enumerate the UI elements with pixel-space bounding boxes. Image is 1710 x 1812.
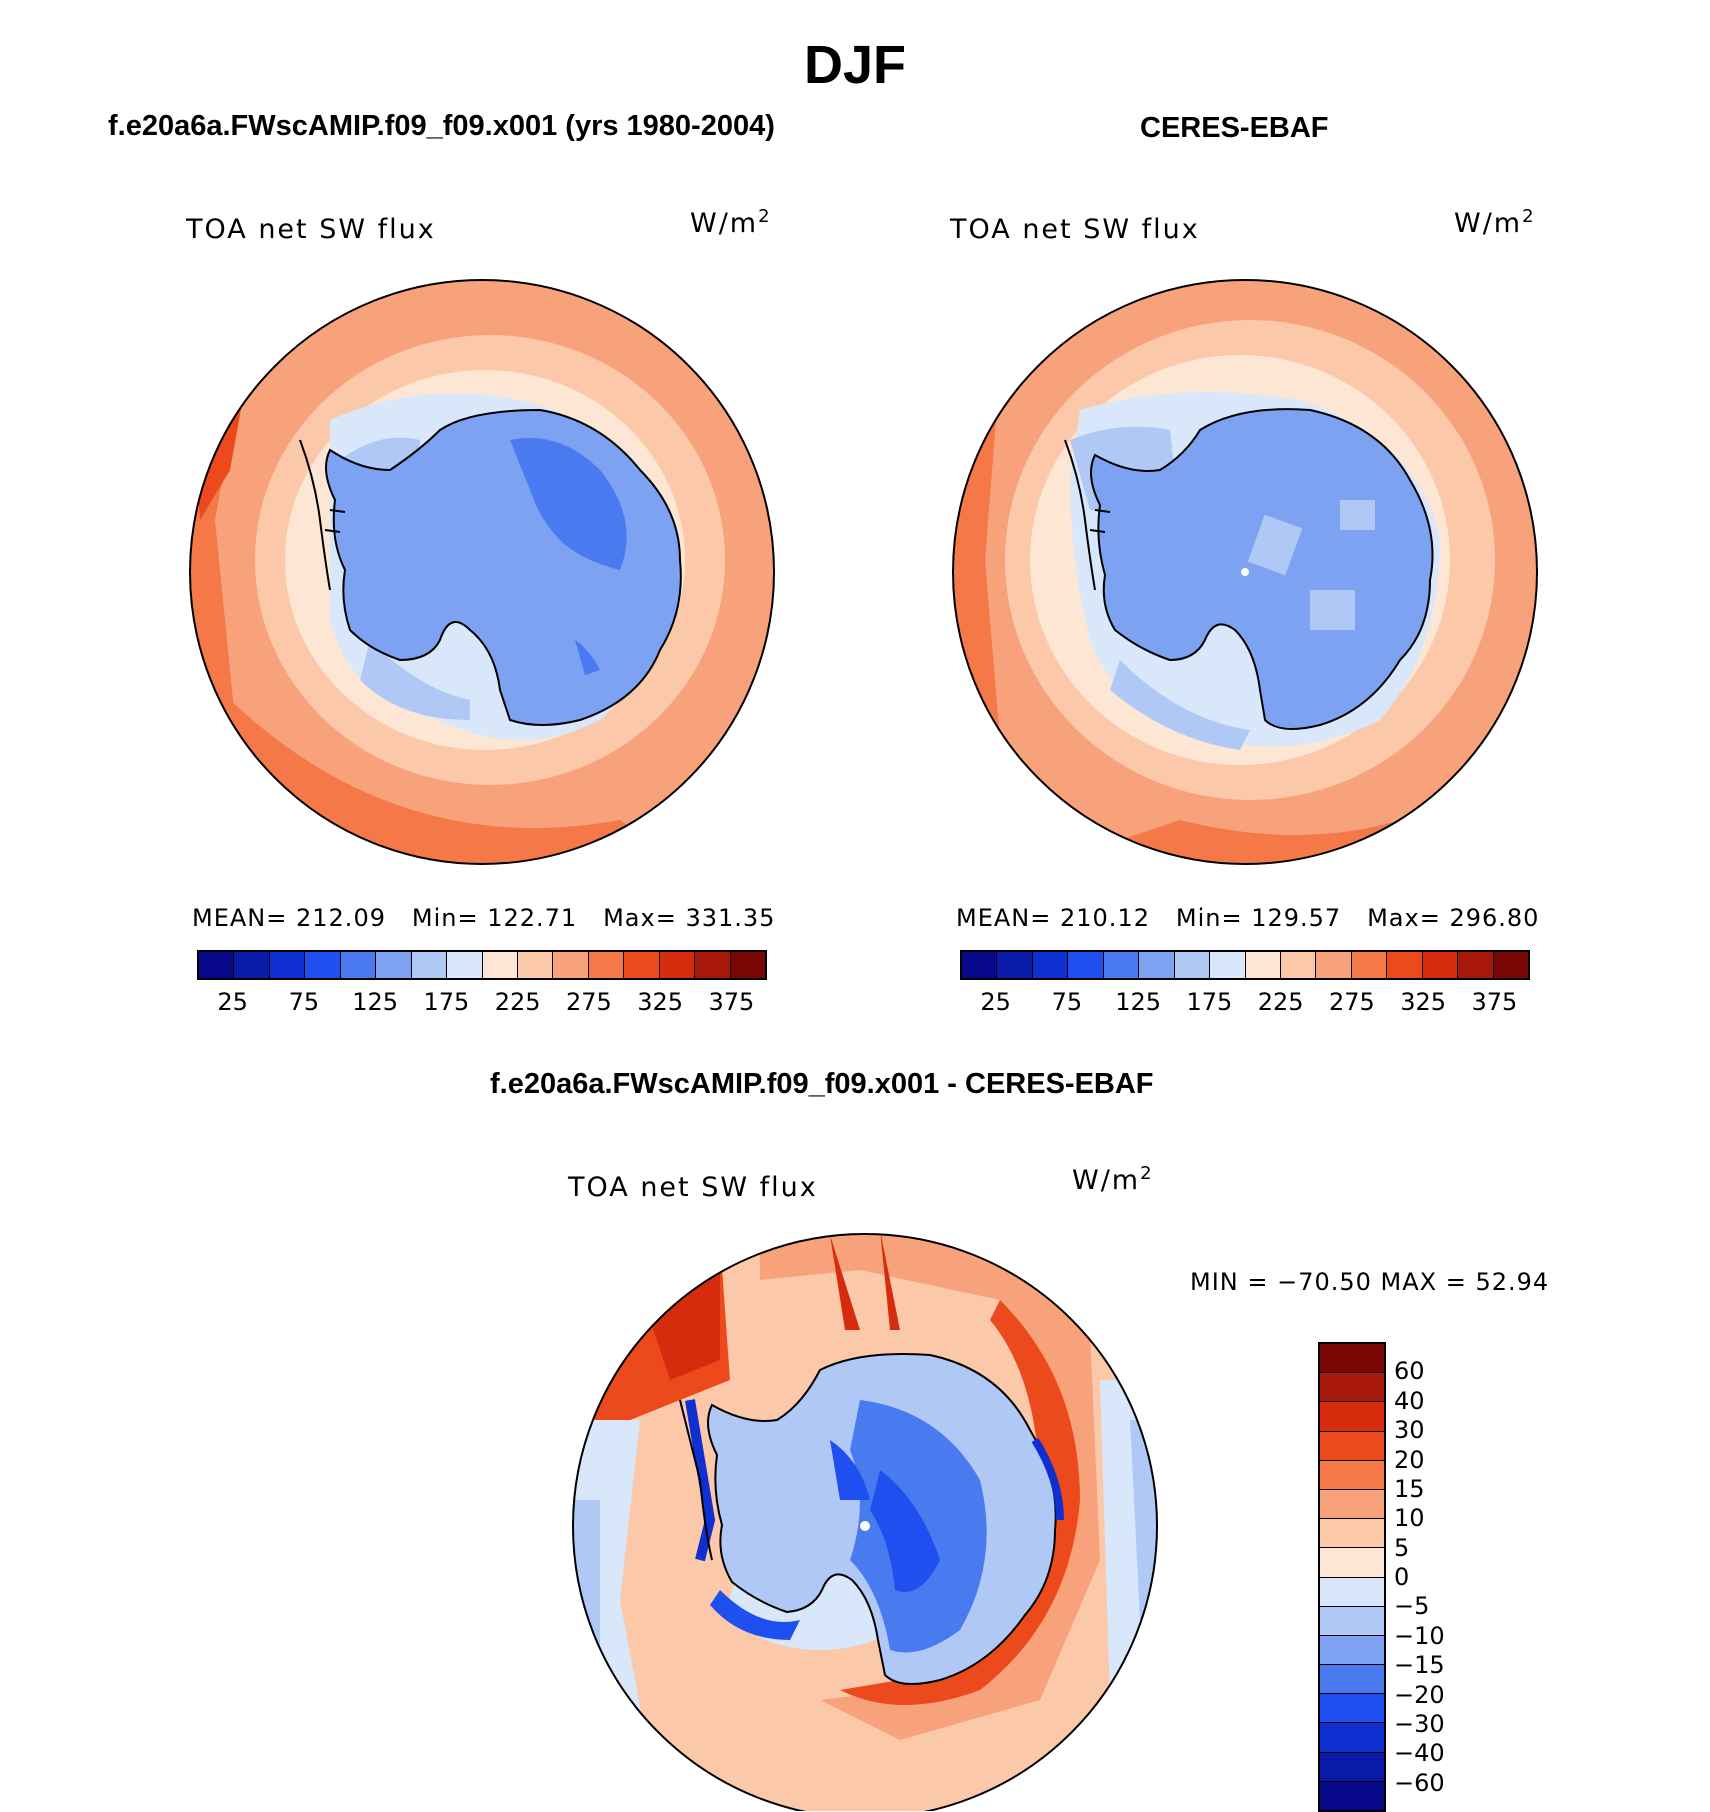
diff-colorbar-swatch <box>1320 1781 1384 1810</box>
diff-colorbar-tick-label: 5 <box>1394 1533 1410 1562</box>
model-colorbar-swatch <box>695 952 731 978</box>
obs-colorbar-tick-label: 75 <box>1051 988 1083 1016</box>
model-panel-heading: f.e20a6a.FWscAMIP.f09_f09.x001 (yrs 1980… <box>108 110 775 142</box>
obs-colorbar <box>960 950 1530 980</box>
model-colorbar-swatch <box>340 952 377 978</box>
diff-colorbar-swatch <box>1320 1373 1384 1403</box>
diff-colorbar-tick-label: −20 <box>1394 1680 1445 1709</box>
season-title: DJF <box>803 35 906 95</box>
obs-colorbar-swatch <box>1174 952 1211 978</box>
diff-colorbar-swatch <box>1320 1635 1384 1666</box>
obs-colorbar-swatch <box>1068 952 1104 978</box>
model-variable-label: TOA net SW flux <box>186 214 436 245</box>
diff-colorbar-swatch <box>1320 1431 1384 1461</box>
obs-colorbar-tick-label: 375 <box>1471 988 1518 1016</box>
diff-colorbar-swatch <box>1320 1344 1384 1374</box>
model-colorbar-swatch <box>659 952 696 978</box>
diff-colorbar-tick-label: 60 <box>1394 1357 1425 1386</box>
diff-colorbar-tick-label: −10 <box>1394 1621 1445 1650</box>
diff-colorbar-swatch <box>1320 1577 1384 1607</box>
diff-colorbar-tick-label: 0 <box>1394 1563 1410 1591</box>
model-colorbar-swatch <box>624 952 660 978</box>
diff-colorbar-tick-label: 10 <box>1394 1504 1425 1533</box>
model-colorbar-swatch <box>588 952 625 978</box>
diff-minmax-line: MIN = −70.50 MAX = 52.94 <box>1190 1268 1550 1296</box>
diff-units-label: W/m2 <box>1072 1163 1154 1196</box>
obs-colorbar-swatch <box>1387 952 1423 978</box>
model-antarctica-outline <box>299 408 682 726</box>
diff-colorbar-tick-label: 20 <box>1394 1445 1425 1474</box>
model-colorbar-swatch <box>269 952 306 978</box>
model-colorbar-tick-label: 225 <box>494 988 541 1016</box>
model-stats-line: MEAN= 212.09 Min= 122.71 Max= 331.35 <box>192 904 776 932</box>
model-colorbar-tick-label: 75 <box>288 988 320 1016</box>
model-colorbar-swatch <box>234 952 270 978</box>
obs-colorbar-swatch <box>1458 952 1494 978</box>
obs-colorbar-swatch <box>1245 952 1281 978</box>
obs-units-label: W/m2 <box>1454 206 1536 239</box>
diff-colorbar-swatch <box>1320 1752 1384 1782</box>
obs-colorbar-swatch <box>1351 952 1388 978</box>
obs-colorbar-swatch <box>1032 952 1069 978</box>
obs-colorbar-swatch <box>1210 952 1246 978</box>
obs-variable-label: TOA net SW flux <box>950 214 1200 245</box>
obs-colorbar-swatch <box>1422 952 1459 978</box>
diff-colorbar-tick-label: −60 <box>1394 1768 1445 1797</box>
diff-colorbar-swatch <box>1320 1548 1384 1578</box>
diff-colorbar-tick-label: −40 <box>1394 1739 1445 1768</box>
diff-colorbar-swatch <box>1320 1460 1384 1490</box>
model-colorbar-swatch <box>376 952 412 978</box>
obs-colorbar-tick-label: 175 <box>1186 988 1233 1016</box>
diff-colorbar <box>1318 1342 1386 1812</box>
obs-colorbar-tick-label: 325 <box>1400 988 1447 1016</box>
model-colorbar-swatch <box>517 952 554 978</box>
obs-colorbar-tick-label: 25 <box>980 988 1011 1016</box>
model-colorbar-swatch <box>482 952 518 978</box>
diff-colorbar-tick-label: 40 <box>1394 1386 1425 1415</box>
obs-colorbar-swatch <box>1316 952 1352 978</box>
obs-stats-line: MEAN= 210.12 Min= 129.57 Max= 296.80 <box>956 904 1540 932</box>
diff-colorbar-swatch <box>1320 1402 1384 1432</box>
diff-colorbar-swatch <box>1320 1519 1384 1549</box>
diff-colorbar-tick-label: 15 <box>1394 1474 1425 1503</box>
obs-panel-heading: CERES-EBAF <box>1140 112 1329 144</box>
model-colorbar-swatch <box>730 952 765 978</box>
diff-colorbar-swatch <box>1320 1489 1384 1520</box>
obs-colorbar-swatch <box>1103 952 1140 978</box>
model-colorbar-swatch <box>447 952 483 978</box>
model-colorbar-tick-label: 25 <box>217 988 248 1016</box>
diff-antarctica-outline <box>679 1353 1064 1685</box>
diff-colorbar-tick-label: 30 <box>1394 1416 1425 1445</box>
obs-antarctica-outline <box>1064 408 1434 730</box>
model-colorbar <box>197 950 767 980</box>
model-colorbar-swatch <box>411 952 448 978</box>
obs-colorbar-tick-label: 225 <box>1257 988 1304 1016</box>
model-colorbar-tick-label: 325 <box>637 988 684 1016</box>
model-colorbar-tick-label: 375 <box>708 988 755 1016</box>
obs-colorbar-swatch <box>962 952 998 978</box>
obs-colorbar-swatch <box>997 952 1033 978</box>
obs-colorbar-tick-label: 125 <box>1115 988 1162 1016</box>
diff-panel-heading: f.e20a6a.FWscAMIP.f09_f09.x001 - CERES-E… <box>490 1068 1154 1100</box>
model-units-label: W/m2 <box>690 206 772 239</box>
diff-colorbar-tick-label: −30 <box>1394 1709 1445 1738</box>
model-colorbar-tick-label: 275 <box>565 988 612 1016</box>
diff-colorbar-tick-label: −5 <box>1394 1592 1430 1621</box>
diff-colorbar-swatch <box>1320 1694 1384 1724</box>
obs-colorbar-swatch <box>1280 952 1317 978</box>
model-colorbar-tick-label: 125 <box>352 988 399 1016</box>
diff-colorbar-swatch <box>1320 1606 1384 1636</box>
model-colorbar-tick-label: 175 <box>423 988 470 1016</box>
model-colorbar-swatch <box>553 952 589 978</box>
diff-colorbar-tick-label: −15 <box>1394 1651 1445 1680</box>
obs-colorbar-swatch <box>1493 952 1528 978</box>
model-colorbar-swatch <box>199 952 235 978</box>
model-colorbar-swatch <box>305 952 341 978</box>
diff-colorbar-swatch <box>1320 1665 1384 1695</box>
obs-colorbar-tick-label: 275 <box>1328 988 1375 1016</box>
obs-colorbar-swatch <box>1139 952 1175 978</box>
diff-variable-label: TOA net SW flux <box>568 1172 818 1203</box>
diff-colorbar-swatch <box>1320 1723 1384 1753</box>
